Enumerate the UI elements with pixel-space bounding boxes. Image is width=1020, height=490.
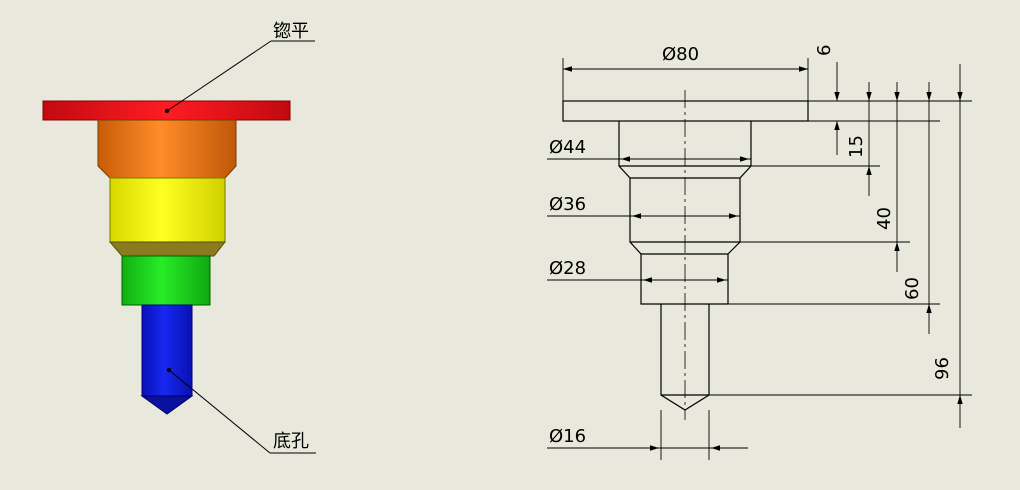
dimension-h60: 60 [902,82,932,334]
dimension-h6-label: 6 [814,45,835,56]
step-28 [121,255,211,306]
dimension-d28: Ø28 [547,258,728,283]
shank-16 [141,304,193,397]
callout-pilot-hole: 底孔 [166,367,316,454]
dimension-h40-label: 40 [874,207,895,230]
dimension-d80-label: Ø80 [662,44,699,65]
chamfer-transition [108,241,227,257]
technical-drawing [562,90,809,420]
vertical-extension-lines [709,100,972,396]
callout-pilot-hole-label: 底孔 [273,431,309,452]
counterbore-step-44 [97,119,237,179]
dimension-d44-label: Ø44 [549,137,586,158]
dimension-h15: 15 [846,82,872,196]
dimension-h15-label: 15 [846,135,867,158]
dimension-h40: 40 [874,82,900,272]
dimension-d80: Ø80 [562,44,809,101]
dimension-d28-label: Ø28 [549,258,586,279]
tool-3d-model [42,100,291,415]
dimension-h60-label: 60 [902,277,923,300]
dimension-h96-label: 96 [932,357,953,380]
callout-spotface-label: 锪平 [273,21,309,42]
dimension-d16: Ø16 [547,410,748,460]
dimension-d44: Ø44 [547,137,751,162]
dimension-d16-label: Ø16 [549,426,586,447]
dimension-d36-label: Ø36 [549,194,586,215]
dimension-h6: 6 [814,45,840,155]
drill-point [140,395,194,415]
callout-spotface: 锪平 [164,21,315,114]
step-36 [109,177,226,247]
dimension-h96: 96 [932,64,963,428]
dimension-d36: Ø36 [547,194,740,219]
